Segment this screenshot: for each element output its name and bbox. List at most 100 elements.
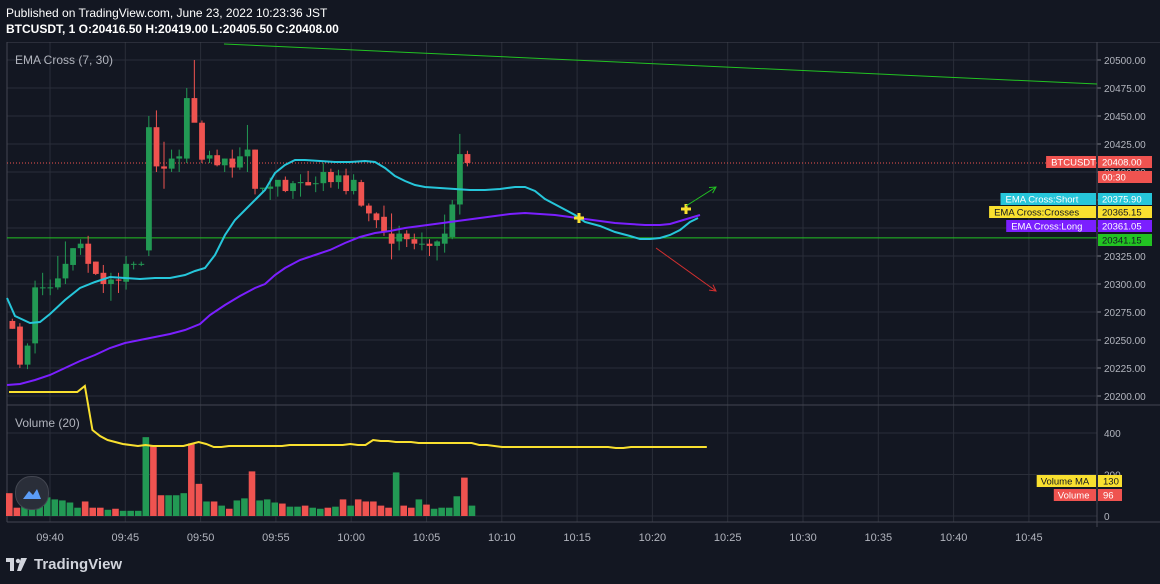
label-ema-long-tag — [1006, 220, 1096, 232]
candle-body[interactable] — [305, 182, 312, 186]
price-tick-label: 20450.00 — [1104, 112, 1146, 123]
volume-title[interactable]: Volume (20) — [15, 416, 80, 430]
candle-body[interactable] — [320, 172, 327, 184]
chart-flag-icon[interactable] — [15, 476, 49, 510]
volume-bar — [104, 509, 112, 516]
label-volume-value-box — [1098, 489, 1122, 501]
candle-body[interactable] — [290, 183, 296, 192]
candle-body[interactable] — [92, 261, 99, 274]
candle-body[interactable] — [403, 233, 410, 240]
label-ema-crosses-tag — [989, 206, 1096, 218]
volume-bar — [188, 443, 195, 516]
candle-body[interactable] — [464, 154, 471, 164]
volume-bar — [241, 498, 248, 516]
candle-body[interactable] — [32, 287, 39, 344]
price-tick-label: 20200.00 — [1104, 392, 1146, 403]
candle-body[interactable] — [176, 156, 183, 159]
label-ema-crosses-text: EMA Cross:Crosses — [994, 208, 1079, 219]
volume-bar — [286, 506, 294, 516]
candle-body[interactable] — [85, 243, 92, 264]
candle-body[interactable] — [282, 179, 289, 192]
candle-body[interactable] — [206, 155, 213, 159]
label-symbol-value-box — [1098, 156, 1152, 168]
label-volume-ma-value: 130 — [1103, 477, 1119, 488]
candle-body[interactable] — [274, 179, 281, 187]
volume-bar — [6, 493, 13, 516]
candle-body[interactable] — [221, 158, 228, 166]
candle-body[interactable] — [259, 187, 266, 189]
candle-body[interactable] — [388, 233, 395, 244]
candle-body[interactable] — [441, 233, 448, 244]
time-tick-label: 10:20 — [639, 532, 667, 544]
candle-body[interactable] — [138, 263, 145, 265]
trend-line[interactable] — [223, 43, 1098, 85]
candle-body[interactable] — [17, 326, 23, 365]
candle-body[interactable] — [115, 279, 122, 281]
candle-body[interactable] — [237, 156, 243, 168]
candle-body[interactable] — [199, 122, 205, 160]
candle-body[interactable] — [214, 155, 221, 166]
candle-body[interactable] — [365, 205, 372, 214]
volume-bar — [392, 472, 400, 516]
time-tick-label: 10:00 — [337, 532, 365, 544]
tradingview-logo[interactable]: TradingView — [6, 556, 122, 573]
candle-body[interactable] — [39, 287, 46, 289]
candle-body[interactable] — [191, 98, 198, 123]
candle-body[interactable] — [335, 175, 342, 183]
candle-body[interactable] — [161, 166, 167, 169]
candle-body[interactable] — [252, 149, 259, 189]
candle-body[interactable] — [130, 263, 137, 265]
candle-body[interactable] — [183, 98, 190, 159]
volume-bar — [150, 445, 157, 516]
candle-body[interactable] — [312, 183, 319, 185]
buy-arrow — [685, 186, 717, 207]
label-countdown-value: 00:30 — [1102, 173, 1126, 184]
ema-cross-marker — [574, 213, 584, 223]
candle-body[interactable] — [267, 186, 274, 189]
volume-bar — [362, 501, 370, 516]
volume-bar — [210, 501, 218, 516]
candle-body[interactable] — [9, 320, 16, 329]
candle-body[interactable] — [62, 263, 69, 279]
candle-body[interactable] — [24, 345, 31, 365]
candle-body[interactable] — [229, 158, 236, 168]
candle-body[interactable] — [411, 239, 418, 244]
time-tick-label: 09:45 — [112, 532, 140, 544]
candle-body[interactable] — [396, 233, 403, 242]
candle-body[interactable] — [55, 278, 61, 288]
candle-body[interactable] — [244, 149, 251, 157]
label-ema-short-tag — [1000, 193, 1096, 205]
volume-bar — [142, 437, 150, 516]
candle-body[interactable] — [146, 127, 152, 251]
candle-body[interactable] — [426, 243, 433, 246]
header: Published on TradingView.com, June 23, 2… — [0, 0, 1160, 42]
volume-bar — [430, 508, 438, 516]
candle-body[interactable] — [70, 248, 76, 265]
label-volume-ma-value-box — [1098, 475, 1122, 487]
candle-body[interactable] — [381, 216, 387, 233]
ema-cross-title[interactable]: EMA Cross (7, 30) — [15, 53, 114, 67]
candle-body[interactable] — [153, 127, 160, 167]
candle-body[interactable] — [434, 241, 441, 246]
candle-body[interactable] — [297, 182, 304, 184]
candle-body[interactable] — [168, 158, 175, 169]
candle-body[interactable] — [358, 182, 365, 206]
candle-body[interactable] — [328, 172, 334, 183]
price-tick-label: 20225.00 — [1104, 364, 1146, 375]
candle-body[interactable] — [373, 213, 380, 221]
volume-bar — [400, 505, 408, 516]
candle-body[interactable] — [343, 175, 350, 192]
candle-body[interactable] — [77, 243, 84, 249]
volume-bar — [256, 500, 263, 516]
candle-body[interactable] — [457, 154, 463, 205]
candle-body[interactable] — [419, 243, 425, 245]
candle-body[interactable] — [47, 287, 54, 289]
candle-body[interactable] — [108, 279, 114, 284]
candle-body[interactable] — [350, 179, 357, 192]
volume-bar — [74, 507, 81, 516]
volume-bar — [408, 507, 415, 516]
publish-info: Published on TradingView.com, June 23, 2… — [6, 6, 328, 20]
time-tick-label: 10:40 — [940, 532, 968, 544]
candle-body[interactable] — [123, 263, 130, 282]
